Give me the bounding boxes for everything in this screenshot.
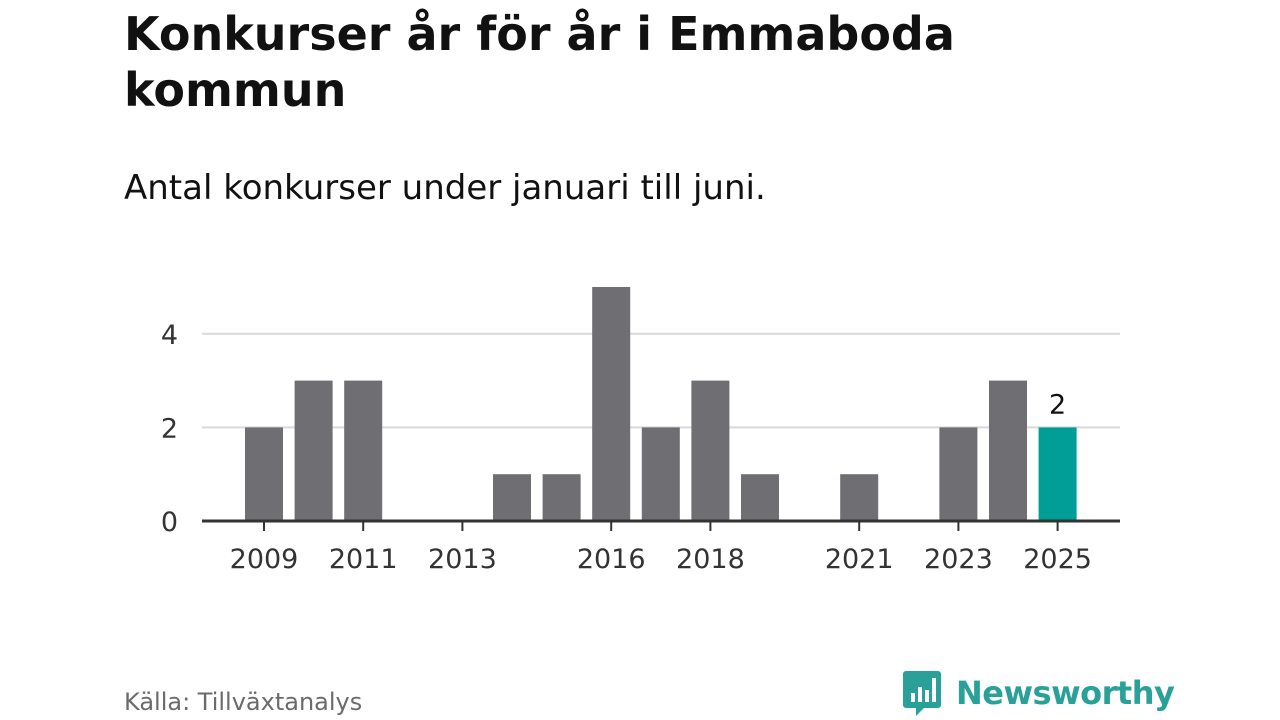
- data-label: 2: [1049, 389, 1066, 420]
- bar-chart: 0 2 4 2009 2011 2013 2016 2018 2021 2023 2025 2: [161, 287, 1120, 575]
- labels: 0 2 4 2009 2011 2013 2016 2018 2021 2023 2025 2: [161, 320, 1092, 575]
- bar-2014: [493, 474, 531, 521]
- y-tick-label: 4: [161, 320, 178, 351]
- bar-2010: [294, 380, 333, 521]
- x-tick-label: 2023: [924, 544, 993, 575]
- bars: [245, 287, 1077, 521]
- bar-chart-icon: [903, 671, 941, 716]
- x-axis: [202, 519, 1120, 531]
- x-tick-label: 2011: [329, 544, 398, 575]
- bar-2025: [1038, 427, 1077, 521]
- x-tick-label: 2021: [825, 544, 894, 575]
- bar-2011: [344, 380, 383, 521]
- brand-name: Newsworthy: [956, 674, 1175, 712]
- bar-2018: [691, 380, 730, 521]
- bar-2019: [741, 474, 779, 521]
- bar-2016: [592, 287, 631, 521]
- x-tick-label: 2025: [1023, 544, 1092, 575]
- chart-subtitle: Antal konkurser under januari till juni.: [124, 168, 766, 208]
- y-tick-label: 0: [161, 507, 178, 538]
- bar-2009: [245, 427, 283, 521]
- x-tick-label: 2013: [428, 544, 497, 575]
- grid-lines: [202, 332, 1120, 429]
- bar-2017: [641, 427, 680, 521]
- chart-title: Konkurser år för år i Emmaboda kommun: [124, 7, 955, 117]
- y-tick-label: 2: [161, 413, 178, 444]
- x-tick-label: 2018: [676, 544, 745, 575]
- bar-2023: [939, 427, 978, 521]
- bar-2015: [542, 474, 581, 521]
- brand: Newsworthy: [902, 668, 1175, 718]
- bar-2021: [840, 474, 879, 521]
- source-note: Källa: Tillväxtanalys: [124, 688, 363, 716]
- x-tick-label: 2016: [577, 544, 646, 575]
- x-tick-label: 2009: [230, 544, 299, 575]
- bar-2024: [989, 380, 1027, 521]
